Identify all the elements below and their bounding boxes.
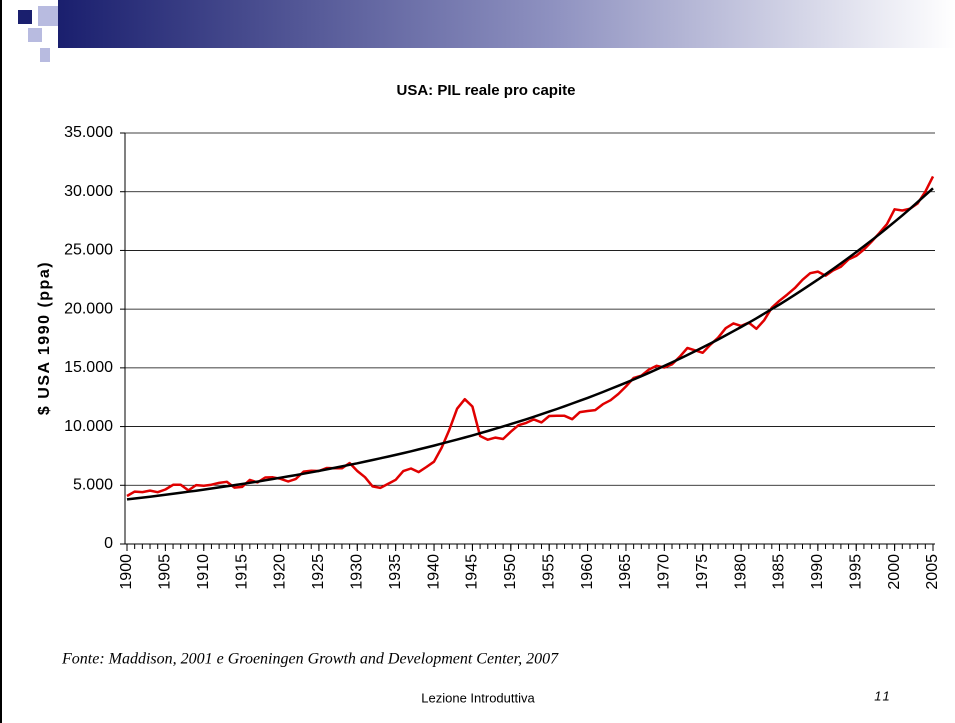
x-tick-label: 1935 xyxy=(387,554,404,590)
x-tick-label: 1905 xyxy=(157,554,174,590)
x-tick-label: 2000 xyxy=(886,554,903,590)
y-tick-label: 10.000 xyxy=(64,418,113,435)
y-tick-label: 0 xyxy=(104,535,113,552)
x-tick-label: 1955 xyxy=(540,554,557,590)
x-tick-label: 1925 xyxy=(310,554,327,590)
x-tick-label: 1980 xyxy=(732,554,749,590)
deco-square xyxy=(18,10,32,24)
x-tick-label: 1960 xyxy=(579,554,596,590)
series-line xyxy=(126,187,934,501)
y-tick-label: 25.000 xyxy=(64,242,113,259)
x-tick-label: 1990 xyxy=(809,554,826,590)
x-tick-label: 1975 xyxy=(694,554,711,590)
x-tick-label: 1940 xyxy=(425,554,442,590)
chart-title: USA: PIL reale pro capite xyxy=(397,82,576,99)
x-tick-label: 1900 xyxy=(118,554,135,590)
x-tick-label: 1945 xyxy=(464,554,481,590)
x-tick-label: 1910 xyxy=(195,554,212,590)
x-tick-label: 1965 xyxy=(617,554,634,590)
header-band xyxy=(58,0,955,48)
y-tick-label: 15.000 xyxy=(64,359,113,376)
y-tick-label: 5.000 xyxy=(73,477,113,494)
x-tick-label: 1985 xyxy=(771,554,788,590)
y-tick-label: 20.000 xyxy=(64,300,113,317)
deco-square xyxy=(40,48,50,62)
x-tick-label: 1915 xyxy=(233,554,250,590)
y-tick-label: 35.000 xyxy=(64,124,113,141)
x-tick-label: 1930 xyxy=(349,554,366,590)
y-axis-label: $ USA 1990 (ppa) xyxy=(36,261,53,415)
x-tick-label: 1995 xyxy=(847,554,864,590)
page-number: 11 xyxy=(874,688,892,703)
footer-text: Lezione Introduttiva xyxy=(421,690,535,705)
x-tick-label: 2005 xyxy=(924,554,941,590)
x-tick-label: 1950 xyxy=(502,554,519,590)
y-tick-label: 30.000 xyxy=(64,183,113,200)
source-note: Fonte: Maddison, 2001 e Groeningen Growt… xyxy=(61,651,559,668)
plot: 0 5.000 10.000 15.000 20.000 25.000 30.000 35.0… xyxy=(64,124,941,589)
x-tick-label: 1920 xyxy=(272,554,289,590)
x-tick-label: 1970 xyxy=(656,554,673,590)
deco-square xyxy=(28,28,42,42)
deco-square xyxy=(38,6,58,26)
